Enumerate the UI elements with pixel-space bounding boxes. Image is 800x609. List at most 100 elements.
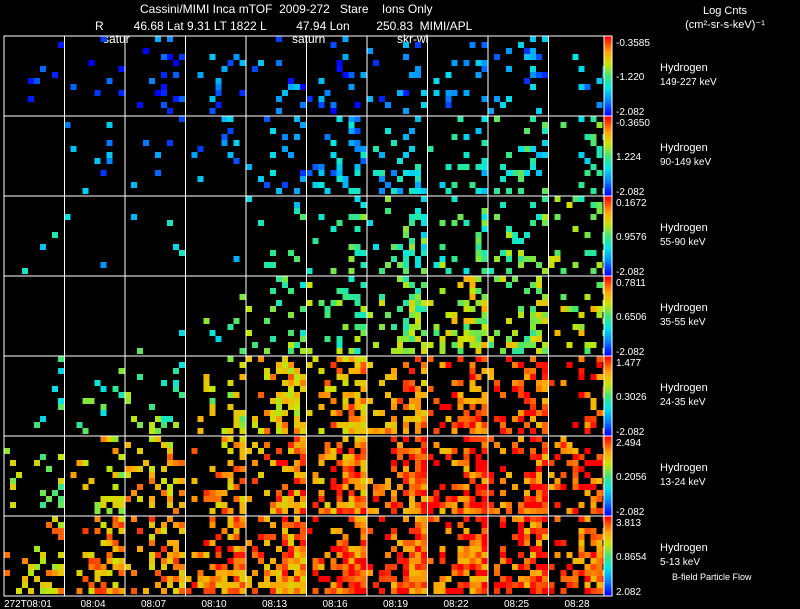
count-pixel xyxy=(318,558,325,564)
count-pixel xyxy=(88,552,95,558)
count-pixel xyxy=(542,318,548,324)
count-pixel xyxy=(282,368,288,374)
colorbar-segment xyxy=(604,432,612,435)
count-pixel xyxy=(421,244,427,250)
colorbar-segment xyxy=(604,478,612,481)
count-pixel xyxy=(270,522,276,528)
count-pixel xyxy=(137,448,143,454)
count-pixel xyxy=(233,318,240,324)
count-pixel xyxy=(403,336,409,342)
colorbar-segment xyxy=(604,318,612,321)
count-pixel xyxy=(106,496,113,502)
count-pixel xyxy=(530,416,536,422)
count-pixel xyxy=(475,472,482,478)
count-pixel xyxy=(530,72,536,78)
count-pixel xyxy=(360,496,367,502)
count-pixel xyxy=(191,152,198,158)
count-pixel xyxy=(536,466,542,472)
count-pixel xyxy=(112,546,119,552)
count-pixel xyxy=(354,356,361,362)
count-pixel xyxy=(439,336,446,342)
count-pixel xyxy=(318,300,325,306)
count-pixel xyxy=(530,576,536,582)
count-pixel xyxy=(415,540,421,546)
count-pixel xyxy=(270,508,276,514)
colorbar-segment xyxy=(604,534,612,537)
count-pixel xyxy=(246,196,252,202)
count-pixel xyxy=(518,348,524,354)
count-pixel xyxy=(548,472,555,478)
count-pixel xyxy=(348,276,355,282)
count-pixel xyxy=(451,448,458,454)
count-pixel xyxy=(518,380,524,386)
count-pixel xyxy=(542,72,548,78)
count-pixel xyxy=(463,508,470,514)
count-pixel xyxy=(227,508,234,514)
count-pixel xyxy=(439,502,446,508)
colorbar-mid-label: 0.9576 xyxy=(616,232,647,243)
count-pixel xyxy=(385,312,391,318)
count-pixel xyxy=(149,558,155,564)
count-pixel xyxy=(415,324,421,330)
count-pixel xyxy=(578,152,585,158)
count-pixel xyxy=(324,188,331,194)
count-pixel xyxy=(481,226,488,232)
count-pixel xyxy=(276,276,282,282)
count-pixel xyxy=(421,330,427,336)
colorbar-max-label: 2.494 xyxy=(616,438,641,449)
count-pixel xyxy=(276,362,282,368)
count-pixel xyxy=(566,576,573,582)
count-pixel xyxy=(161,102,167,108)
count-pixel xyxy=(215,546,222,552)
count-pixel xyxy=(348,576,355,582)
count-pixel xyxy=(258,392,264,398)
count-pixel xyxy=(300,534,306,540)
energy-label: 13-24 keV xyxy=(660,477,706,488)
count-pixel xyxy=(433,496,440,502)
count-pixel xyxy=(270,416,276,422)
colorbar-segment xyxy=(604,50,612,53)
count-pixel xyxy=(415,534,421,540)
count-pixel xyxy=(306,282,313,288)
plot-title: Cassini/MIMI Inca mTOF 2009-272 Stare Io… xyxy=(140,2,433,16)
count-pixel xyxy=(330,42,337,48)
colorbar-segment xyxy=(604,528,612,531)
count-pixel xyxy=(354,398,361,404)
count-pixel xyxy=(421,410,427,416)
colorbar-segment xyxy=(604,484,612,487)
count-pixel xyxy=(155,152,161,158)
count-pixel xyxy=(518,306,524,312)
count-pixel xyxy=(118,502,125,508)
count-pixel xyxy=(179,582,185,588)
count-pixel xyxy=(445,72,452,78)
count-pixel xyxy=(28,96,34,102)
count-pixel xyxy=(596,454,603,460)
count-pixel xyxy=(481,448,488,454)
count-pixel xyxy=(421,196,427,202)
count-pixel xyxy=(415,546,421,552)
colorbar-segment xyxy=(604,532,612,535)
count-pixel xyxy=(403,516,409,522)
count-pixel xyxy=(306,528,313,534)
count-pixel xyxy=(542,528,548,534)
count-pixel xyxy=(203,386,210,392)
count-pixel xyxy=(403,324,409,330)
count-pixel xyxy=(106,436,113,442)
colorbar-segment xyxy=(604,74,612,77)
count-pixel xyxy=(421,508,427,514)
count-pixel xyxy=(94,588,101,594)
count-pixel xyxy=(421,306,427,312)
count-pixel xyxy=(40,588,46,594)
count-pixel xyxy=(149,552,155,558)
count-pixel xyxy=(330,410,337,416)
count-pixel xyxy=(294,558,300,564)
count-pixel xyxy=(463,268,470,274)
count-pixel xyxy=(457,588,464,594)
count-pixel xyxy=(494,276,500,282)
colorbar-segment xyxy=(604,160,612,163)
colorbar-segment xyxy=(604,212,612,215)
count-pixel xyxy=(330,582,337,588)
count-pixel xyxy=(161,72,167,78)
count-pixel xyxy=(336,422,343,428)
count-pixel xyxy=(270,128,276,134)
